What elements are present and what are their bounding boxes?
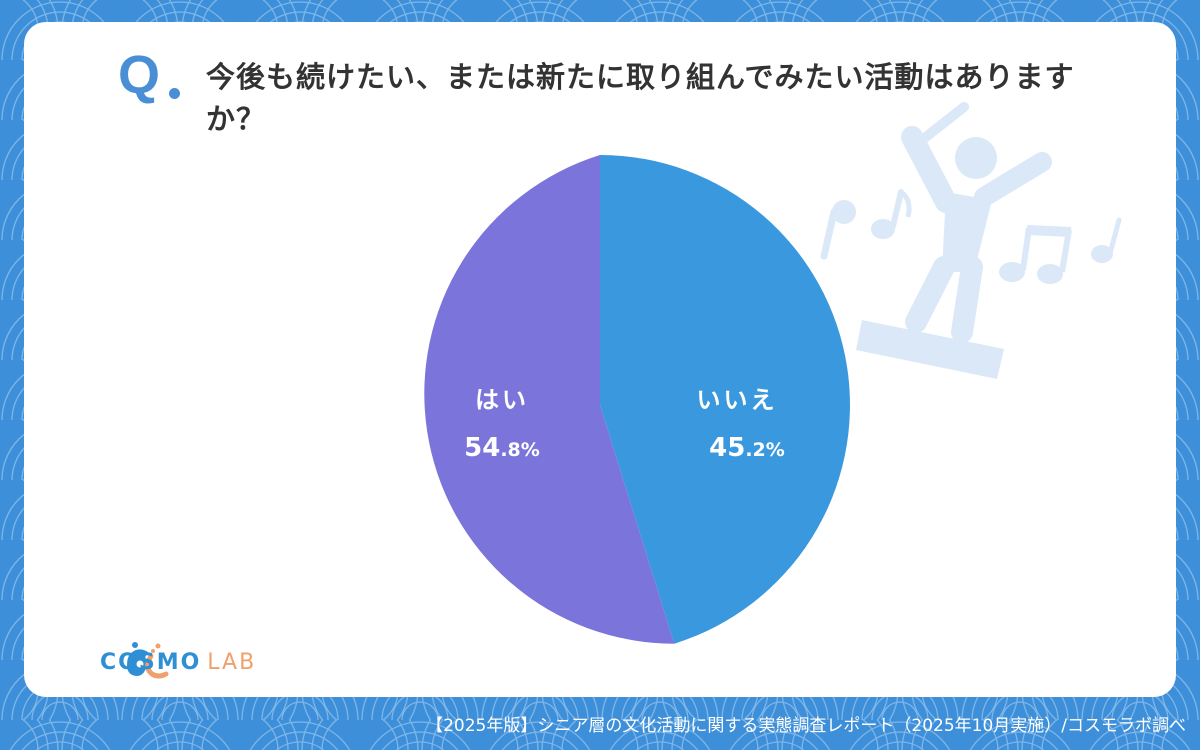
slice-label-no: いいえ [696, 386, 778, 414]
q-mark: Q [118, 45, 161, 105]
slice-label-yes: はい [475, 386, 529, 414]
slice-value-no: 45.2% [709, 433, 785, 463]
pie-label-yes: はい 54.8% [442, 380, 562, 463]
content-card: Q 今後も続けたい、または新たに取り組んでみたい活動はありますか？ [24, 22, 1176, 697]
cosmo-lab-logo-icon [127, 642, 169, 679]
slice-value-yes: 54.8% [464, 433, 540, 463]
source-footer: 【2025年版】シニア層の文化活動に関する実態調査レポート（2025年10月実施… [426, 716, 1186, 736]
conductor-with-music-notes-icon [820, 102, 1122, 379]
pie-slice-yes[interactable] [424, 155, 675, 644]
logo-text: COSMO LAB [100, 650, 257, 675]
pie-chart [424, 155, 850, 644]
question-title: 今後も続けたい、または新たに取り組んでみたい活動はありますか？ [206, 60, 1075, 136]
pie-label-no: いいえ 45.2% [672, 380, 802, 463]
q-dot [169, 88, 180, 99]
pie-slice-no[interactable] [600, 155, 850, 644]
